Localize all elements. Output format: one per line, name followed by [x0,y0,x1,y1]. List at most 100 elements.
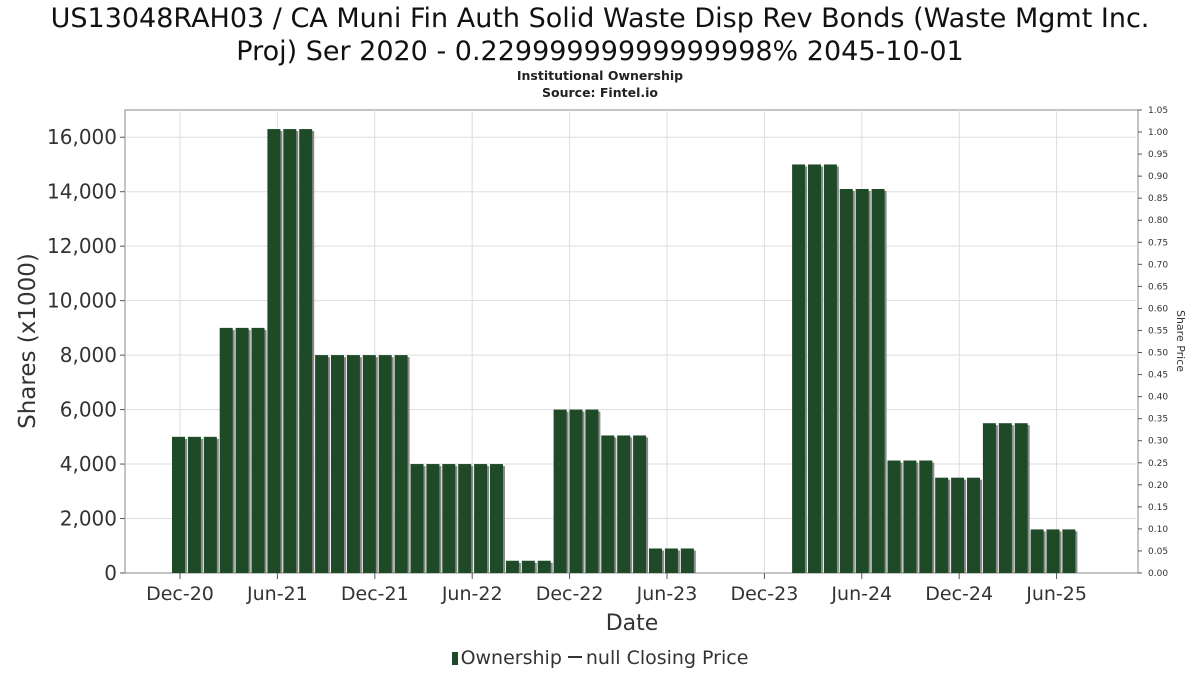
x-tick-label: Dec-24 [925,583,993,605]
y-axis-title: Shares (x1000) [15,253,41,429]
ownership-bar [569,409,583,573]
y-tick-label: 8,000 [60,343,117,367]
ownership-bar [458,464,472,573]
y2-tick-label: 0.45 [1148,371,1168,381]
x-tick-label: Jun-21 [246,583,308,605]
ownership-bar [331,355,344,573]
y2-tick-label: 0.30 [1148,437,1168,447]
ownership-bar [617,435,631,573]
ownership-bar [871,188,885,573]
x-tick-label: Jun-22 [441,583,503,605]
ownership-legend-label: Ownership [460,647,562,669]
y2-tick-label: 0.55 [1148,326,1168,336]
y-tick-label: 4,000 [60,452,117,476]
ownership-bar [537,560,551,573]
legend: Ownership null Closing Price [0,647,1200,669]
y2-tick-label: 0.75 [1148,238,1168,248]
ownership-bar [839,188,853,573]
ownership-bar [664,548,678,573]
ownership-bar [649,548,662,573]
ownership-bar [919,460,933,573]
ownership-bar [299,129,313,574]
ownership-bar [235,327,249,573]
ownership-bar [633,435,647,573]
y2-tick-label: 0.65 [1148,282,1168,292]
ownership-bar [346,355,360,573]
x-tick-label: Dec-20 [146,583,214,605]
ownership-bar [982,423,996,573]
ownership-bar [553,409,567,573]
x-tick-label: Jun-24 [830,583,892,605]
ownership-bar [267,129,281,574]
x-tick-label: Dec-21 [341,583,409,605]
y2-axis-title: Share Price [1174,310,1187,372]
y2-tick-label: 0.00 [1148,569,1168,579]
ownership-bar [601,435,615,573]
y2-tick-label: 0.50 [1148,349,1168,359]
y2-tick-label: 0.60 [1148,304,1168,314]
y2-tick-label: 0.05 [1148,547,1168,557]
y2-tick-label: 0.35 [1148,415,1168,425]
ownership-bar [935,477,949,573]
y2-tick-label: 0.20 [1148,481,1168,491]
ownership-bar [998,423,1012,573]
y2-tick-label: 0.40 [1148,393,1168,403]
y-tick-label: 0 [104,561,117,585]
y-tick-label: 12,000 [47,234,117,258]
ownership-bar [967,477,980,573]
ownership-bar [378,355,392,573]
ownership-bar [808,164,821,573]
ownership-bar [855,188,869,573]
y-tick-label: 16,000 [47,125,117,149]
ownership-bar [315,355,329,573]
ownership-bar [442,464,456,573]
chart-subtitle: Institutional Ownership [516,68,684,83]
y2-tick-label: 1.00 [1148,128,1168,138]
y2-tick-label: 0.95 [1148,150,1168,160]
chart-source: Source: Fintel.io [542,85,658,100]
ownership-bar [283,129,297,574]
y2-tick-label: 0.15 [1148,503,1168,513]
ownership-bar [680,548,694,573]
y2-tick-label: 0.70 [1148,260,1168,270]
ownership-bar [219,327,233,573]
x-tick-label: Dec-23 [730,583,798,605]
ownership-bar [823,164,837,573]
y-tick-label: 6,000 [60,398,117,422]
ownership-bar [1046,529,1060,573]
y2-tick-label: 0.80 [1148,216,1168,226]
ownership-bar [1030,529,1044,573]
chart-title-line-2: Proj) Ser 2020 - 0.22999999999999998% 20… [236,36,964,67]
ownership-bar [792,164,806,573]
y-tick-label: 2,000 [60,507,117,531]
ownership-legend-swatch [451,652,458,665]
ownership-bar [172,436,185,573]
y2-tick-label: 0.90 [1148,172,1168,182]
x-tick-label: Jun-23 [636,583,698,605]
ownership-bar [951,477,965,573]
ownership-bar [490,464,503,573]
ownership-bar [251,327,265,573]
closing-price-legend-label: null Closing Price [585,647,749,669]
ownership-bar [887,460,901,573]
ownership-bar [362,355,376,573]
ownership-bar [474,464,488,573]
y-tick-label: 10,000 [47,289,117,313]
ownership-bar [203,436,217,573]
x-tick-label: Jun-25 [1025,583,1087,605]
closing-price-legend-line [567,656,582,658]
x-tick-label: Dec-22 [536,583,604,605]
ownership-bar [1062,529,1076,573]
ownership-bar [187,436,201,573]
ownership-bar [410,464,424,573]
ownership-bar [903,460,917,573]
ownership-bar [521,560,535,573]
y2-tick-label: 0.25 [1148,459,1168,469]
x-axis-title: Date [606,611,659,636]
ownership-bar [426,464,440,573]
ownership-bar [1014,423,1028,573]
y2-tick-label: 0.85 [1148,194,1168,204]
y-tick-label: 14,000 [47,180,117,204]
chart-title: US13048RAH03 / CA Muni Fin Auth Solid Wa… [0,2,1200,68]
